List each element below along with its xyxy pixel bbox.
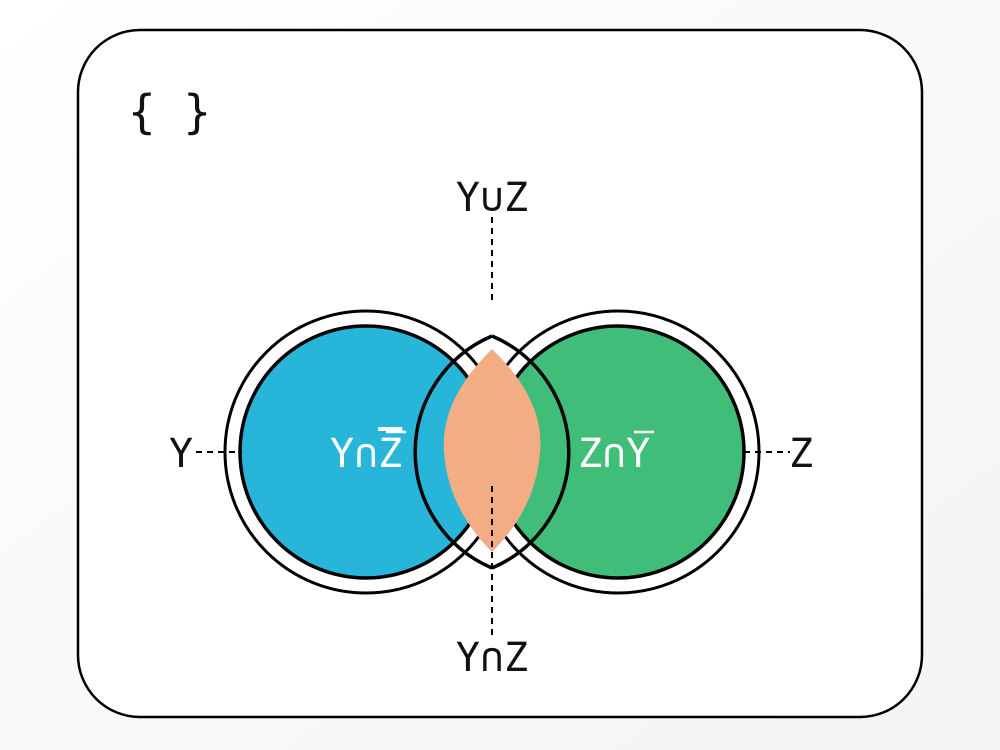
title-braces: { } <box>128 85 211 139</box>
z-only-label: Z∩Y <box>578 431 650 477</box>
y-only-label: Y∩Z <box>330 431 402 477</box>
intersection-outline-right <box>491 334 571 570</box>
intersection-fill <box>443 349 541 552</box>
union-label: Y∪Z <box>456 175 528 221</box>
intersection-outline-left <box>413 334 493 570</box>
set-y-label: Y <box>169 431 193 477</box>
set-z-label: Z <box>789 431 813 477</box>
intersection-label: Y∩Z <box>456 635 528 681</box>
